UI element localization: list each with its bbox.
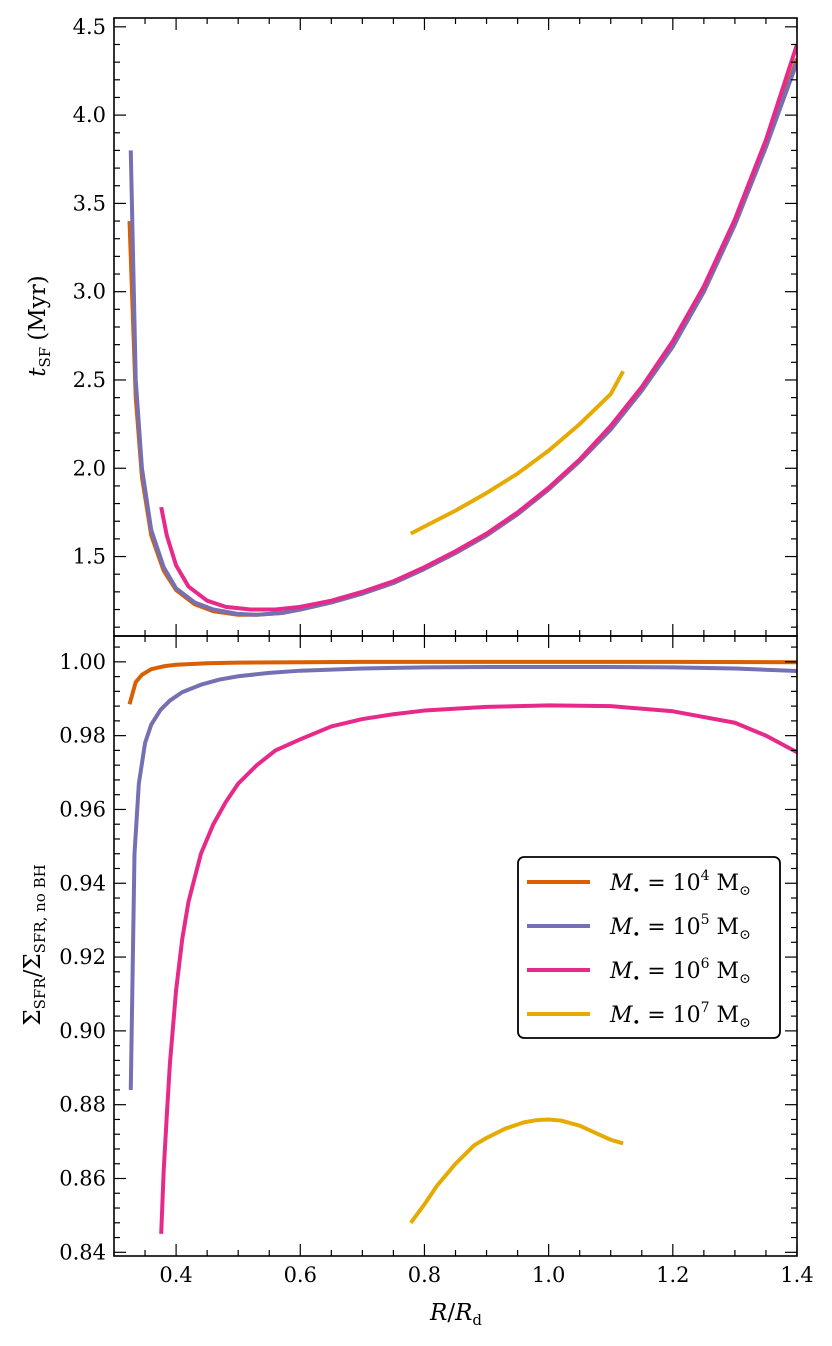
legend-label-6: M• = 106 M⊙ (609, 956, 751, 987)
y-tick-label: 0.92 (59, 945, 106, 969)
legend-label-7: M• = 107 M⊙ (609, 1000, 751, 1031)
series-group (127, 659, 797, 1234)
y-tick-label: 0.94 (59, 871, 106, 895)
y-tick-label: 2.5 (73, 368, 106, 392)
axes-frame (113, 635, 798, 1257)
y-tick-label: 0.96 (59, 797, 106, 821)
y-tick-label: 1.5 (73, 545, 106, 569)
top-ylabel: tSF(Myr) (25, 275, 54, 376)
series-line-bottom-7 (409, 1117, 624, 1224)
series-line-top-6 (159, 43, 797, 612)
x-tick-label: 1.2 (656, 1263, 689, 1287)
bottom-ylabel: ΣSFR/ΣSFR, no BH (20, 864, 49, 1025)
series-line-top-5 (128, 61, 797, 617)
y-tick-label: 2.0 (73, 456, 106, 480)
x-tick-label: 1.4 (780, 1263, 813, 1287)
axes-frame (113, 17, 798, 637)
legend-label-4: M• = 104 M⊙ (609, 868, 751, 899)
legend-label-5: M• = 105 M⊙ (609, 912, 751, 943)
legend-frame (517, 856, 781, 1039)
y-tick-label: 0.90 (59, 1019, 106, 1043)
top-panel: 1.5 2.0 2.5 3.0 3.5 4.0 4.5 (73, 15, 798, 637)
x-tick-label: 0.4 (159, 1263, 192, 1287)
y-tick-label: 4.0 (73, 103, 106, 127)
series-line-top-7 (409, 370, 625, 536)
series-line-bottom-4 (127, 659, 797, 705)
y-tick-label: 3.0 (73, 280, 106, 304)
y-tick-label: 0.98 (59, 724, 106, 748)
bottom-panel: 0.4 0.6 0.8 1.0 1.2 1.4 0.84 0.86 0.88 0.90 0.92 0.… (59, 635, 814, 1287)
series-group (127, 43, 797, 617)
y-tick-label: 0.84 (59, 1240, 106, 1264)
y-tick-label: 0.86 (59, 1167, 106, 1191)
series-line-bottom-6 (159, 703, 797, 1234)
y-tick-label: 3.5 (73, 191, 106, 215)
bottom-xlabel: R/Rd (429, 1300, 482, 1329)
x-tick-label: 1.0 (532, 1263, 565, 1287)
x-tick-label: 0.8 (408, 1263, 441, 1287)
legend: M• = 104 M⊙ M• = 105 M⊙ M• = 106 M⊙ M• = 10… (517, 856, 781, 1039)
series-line-top-4 (127, 57, 797, 617)
y-tick-label: 4.5 (73, 15, 106, 39)
y-tick-label: 0.88 (59, 1093, 106, 1117)
x-tick-label: 0.6 (284, 1263, 317, 1287)
series-line-bottom-5 (128, 665, 797, 1090)
y-tick-label: 1.00 (59, 650, 106, 674)
